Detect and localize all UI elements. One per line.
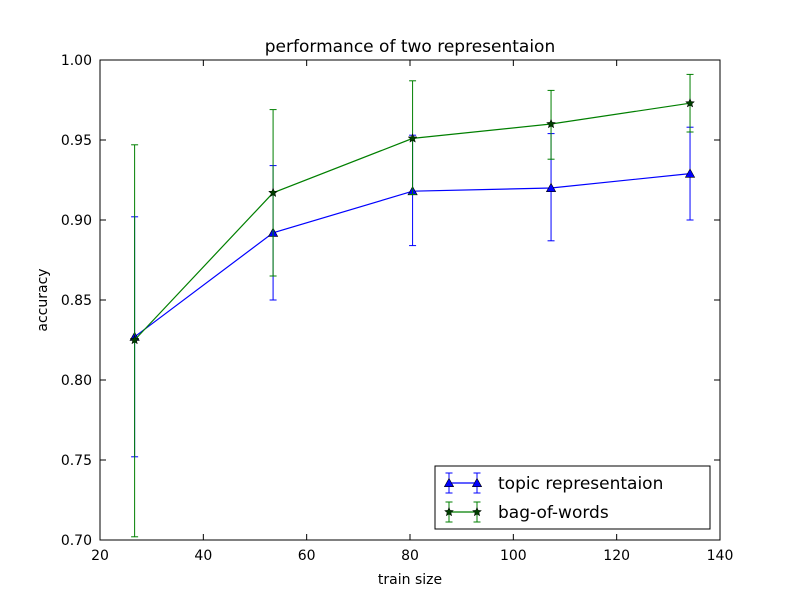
x-tick-label: 40 — [194, 548, 212, 564]
x-tick-label: 120 — [603, 548, 630, 564]
series-1-marker-5 — [684, 168, 696, 178]
axes-layer: 20 40 60 80 100 120 140 0.70 0.75 0.80 0.85 0.90 0.9… — [61, 53, 734, 564]
legend-marker — [471, 477, 483, 487]
legend-marker — [443, 506, 455, 517]
y-tick-label: 1.00 — [61, 53, 92, 69]
x-tick-label: 140 — [707, 548, 734, 564]
x-tick-label: 60 — [298, 548, 316, 564]
y-tick-label: 0.90 — [61, 213, 92, 229]
y-tick-label: 0.75 — [61, 453, 92, 469]
x-tick-label: 20 — [91, 548, 109, 564]
series-2-marker-2 — [268, 187, 279, 198]
legend-entries: topic representaion bag-of-words — [443, 472, 663, 523]
chart-title: performance of two representaion — [265, 37, 555, 57]
legend-entry-2: bag-of-words — [443, 501, 609, 523]
y-tick-label: 0.95 — [61, 133, 92, 149]
series-2-marker-1 — [129, 334, 140, 345]
legend-frame — [434, 465, 711, 530]
y-tick-label: 0.85 — [61, 293, 92, 309]
legend-entry-1: topic representaion — [443, 472, 663, 494]
x-tick-label: 80 — [401, 548, 419, 564]
series-2-marker-5 — [685, 97, 696, 108]
series-layer — [129, 73, 696, 538]
series-2 — [129, 73, 696, 538]
chart-legend: topic representaion bag-of-words — [434, 465, 711, 530]
legend-label: bag-of-words — [498, 503, 609, 523]
y-tick-label: 0.80 — [61, 373, 92, 389]
series-2-marker-4 — [546, 118, 557, 129]
x-axis-title: train size — [378, 572, 442, 588]
legend-marker — [443, 477, 455, 487]
y-axis-title: accuracy — [35, 268, 51, 331]
y-tick-label: 0.70 — [61, 533, 92, 549]
legend-label: topic representaion — [498, 474, 663, 494]
series-1-marker-4 — [545, 182, 557, 192]
x-tick-label: 100 — [500, 548, 527, 564]
legend-marker — [471, 506, 483, 517]
series-2-marker-3 — [407, 133, 418, 143]
